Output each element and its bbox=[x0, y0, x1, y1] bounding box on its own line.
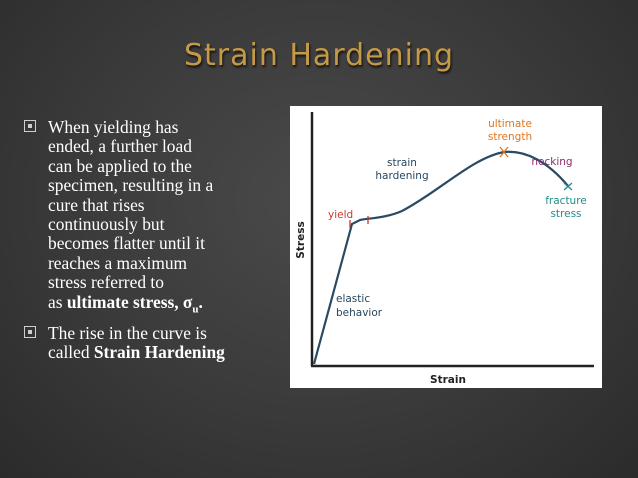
fracture-stress-label-line-2: stress bbox=[550, 208, 581, 220]
bullet-2-line-1: The rise in the curve is bbox=[48, 322, 207, 343]
ultimate-stress-term: ultimate stress, σ bbox=[66, 291, 193, 312]
bullet-1-line-1: When yielding has bbox=[48, 117, 179, 137]
bullet-1-line-10-prefix: as bbox=[48, 291, 67, 312]
bullet-1-line-5: cure that rises bbox=[48, 194, 145, 215]
stress-strain-curve bbox=[312, 150, 569, 365]
stress-strain-figure: ultimate strength strain hardening necki… bbox=[290, 106, 602, 388]
ultimate-stress-subscript: u bbox=[192, 303, 199, 316]
bullet-1-line-9: stress referred to bbox=[48, 272, 164, 293]
bullet-1-line-6: continuously but bbox=[48, 214, 165, 235]
y-axis-title: Stress bbox=[295, 221, 307, 258]
bullet-square-icon bbox=[24, 325, 36, 338]
yield-label: yield bbox=[328, 209, 353, 221]
bullet-1-line-4: specimen, resulting in a bbox=[48, 175, 214, 196]
strain-hardening-term: Strain Hardening bbox=[93, 341, 225, 362]
bullet-1-line-2: ended, a further load bbox=[48, 136, 192, 157]
ultimate-strength-marker-cross bbox=[499, 146, 509, 158]
elastic-behavior-label-line-2: behavior bbox=[336, 307, 383, 319]
bullet-square-icon bbox=[24, 120, 36, 132]
bullet-item-2: The rise in the curve is called Strain H… bbox=[24, 322, 286, 363]
ultimate-strength-label-line-1: ultimate bbox=[488, 118, 532, 130]
stress-strain-diagram: ultimate strength strain hardening necki… bbox=[295, 112, 594, 386]
elastic-behavior-label-line-1: elastic bbox=[336, 293, 370, 305]
fracture-point-marker-cross bbox=[563, 182, 573, 191]
bullet-item-1: When yielding has ended, a further load … bbox=[24, 117, 286, 320]
bullet-1-line-10-suffix: . bbox=[198, 291, 203, 312]
strain-hardening-label-line-2: hardening bbox=[375, 170, 428, 182]
strain-hardening-label-line-1: strain bbox=[387, 157, 417, 169]
bullet-list: When yielding has ended, a further load … bbox=[24, 117, 286, 366]
bullet-1-line-7: becomes flatter until it bbox=[48, 233, 205, 254]
bullet-1-line-3: can be applied to the bbox=[48, 155, 192, 176]
x-axis-title: Strain bbox=[430, 374, 466, 386]
bullet-2-line-2-prefix: called bbox=[48, 341, 94, 362]
fracture-stress-label-line-1: fracture bbox=[545, 195, 587, 207]
slide-title: Strain Hardening bbox=[183, 38, 455, 73]
ultimate-strength-label-line-2: strength bbox=[488, 131, 532, 143]
bullet-1-line-8: reaches a maximum bbox=[48, 252, 188, 273]
necking-label: necking bbox=[531, 156, 572, 168]
